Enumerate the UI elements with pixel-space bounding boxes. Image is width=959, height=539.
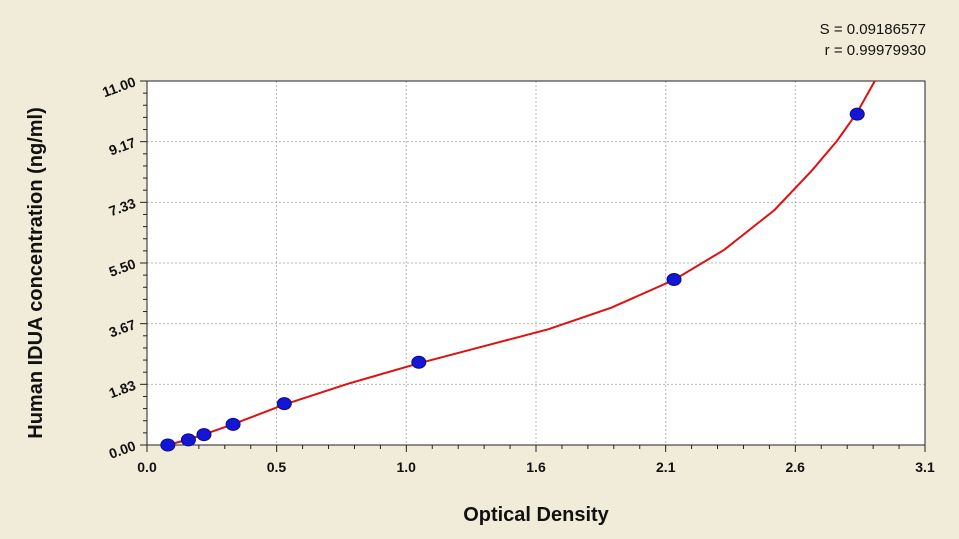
x-tick-label: 1.6 [526,459,546,475]
data-point [180,433,196,447]
y-tick-label: 9.17 [107,134,138,158]
data-point [196,428,212,442]
stat-s-label: S = 0.09186577 [819,21,926,38]
y-tick-label: 5.50 [107,255,138,279]
x-tick-label: 0.0 [137,459,157,475]
x-tick-label: 2.1 [656,459,676,475]
data-point [225,417,241,431]
stat-r-label: r = 0.99979930 [824,42,926,59]
data-point [276,397,292,411]
y-axis-label: Human IDUA concentration (ng/ml) [25,107,47,438]
data-point [849,107,865,121]
x-tick-label: 3.1 [915,459,935,475]
data-point [666,273,682,287]
x-tick-label: 2.6 [786,459,806,475]
data-point [160,438,176,452]
x-tick-label: 0.5 [267,459,287,475]
x-axis-label: Optical Density [463,504,609,526]
x-tick-label: 1.0 [397,459,417,475]
y-tick-label: 3.67 [107,316,138,340]
y-tick-label: 0.00 [107,437,138,461]
data-point [411,355,427,369]
y-tick-label: 1.83 [107,377,138,401]
fit-curve [167,80,876,446]
y-tick-label: 7.33 [107,195,138,219]
y-tick-label: 11.00 [100,73,138,100]
